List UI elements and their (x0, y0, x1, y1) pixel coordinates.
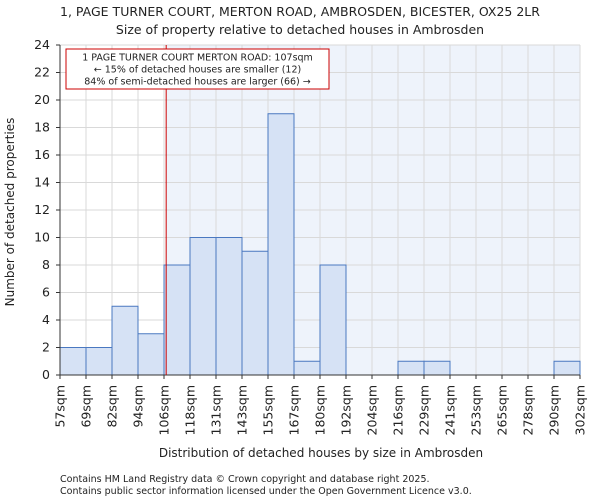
footer-line-1: Contains HM Land Registry data © Crown c… (60, 474, 430, 485)
x-tick-label: 69sqm (79, 385, 94, 428)
annotation-line-1: 1 PAGE TURNER COURT MERTON ROAD: 107sqm (82, 53, 313, 64)
annotation-line-3: 84% of semi-detached houses are larger (… (84, 77, 311, 88)
bar (215, 237, 243, 376)
bar (163, 264, 191, 376)
y-tick-label: 0 (42, 367, 50, 382)
bar (241, 250, 269, 376)
y-tick-label: 22 (34, 65, 50, 80)
x-tick-label: 204sqm (365, 385, 380, 435)
y-tick-label: 24 (34, 37, 50, 52)
bar (59, 347, 87, 376)
bar (397, 360, 425, 376)
bar (423, 360, 451, 376)
x-tick-label: 57sqm (53, 385, 68, 428)
x-tick-label: 118sqm (183, 385, 198, 435)
bars (59, 113, 581, 376)
x-tick-label: 180sqm (313, 385, 328, 435)
x-tick-label: 192sqm (339, 385, 354, 435)
y-tick-label: 8 (42, 257, 50, 272)
x-axis-label: Distribution of detached houses by size … (159, 446, 483, 460)
y-tick-label: 14 (34, 175, 50, 190)
y-tick-label: 12 (34, 202, 50, 217)
annotation-border (65, 48, 330, 90)
x-tick-label: 278sqm (521, 385, 536, 435)
y-axis-label: Number of detached properties (3, 118, 17, 307)
x-tick-label: 82sqm (105, 385, 120, 428)
chart-subtitle: Size of property relative to detached ho… (116, 22, 484, 37)
y-tick-label: 2 (42, 340, 50, 355)
footer-line-2: Contains public sector information licen… (60, 486, 472, 497)
y-tick-label: 18 (34, 120, 50, 135)
y-tick-label: 16 (34, 147, 50, 162)
x-tick-label: 216sqm (391, 385, 406, 435)
x-tick-label: 290sqm (547, 385, 562, 435)
x-tick-label: 155sqm (261, 385, 276, 435)
bar (111, 305, 139, 376)
bar (137, 333, 165, 376)
y-tick-label: 20 (34, 92, 50, 107)
bar (293, 360, 321, 376)
y-tick-label: 10 (34, 230, 50, 245)
y-tick-label: 4 (42, 312, 50, 327)
annotation-box: 1 PAGE TURNER COURT MERTON ROAD: 107sqm … (65, 48, 330, 90)
x-tick-label: 265sqm (495, 385, 510, 435)
x-tick-label: 94sqm (131, 385, 146, 428)
x-tick-label: 302sqm (573, 385, 588, 435)
x-tick-label: 143sqm (235, 385, 250, 435)
bar (85, 347, 113, 376)
x-tick-label: 229sqm (417, 385, 432, 435)
x-tick-label: 241sqm (443, 385, 458, 435)
bar (267, 113, 295, 376)
x-tick-label: 106sqm (157, 385, 172, 435)
x-tick-label: 253sqm (469, 385, 484, 435)
bar (319, 264, 347, 376)
annotation-line-2: ← 15% of detached houses are smaller (12… (94, 65, 301, 76)
y-tick-label: 6 (42, 285, 50, 300)
x-tick-label: 131sqm (209, 385, 224, 435)
chart-title: 1, PAGE TURNER COURT, MERTON ROAD, AMBRO… (60, 4, 540, 19)
x-ticks: 57sqm 69sqm 82sqm 94sqm 106sqm 118sqm 131sqm 14… (53, 375, 588, 435)
bar (189, 237, 217, 376)
bar (553, 360, 581, 376)
x-tick-label: 167sqm (287, 385, 302, 435)
